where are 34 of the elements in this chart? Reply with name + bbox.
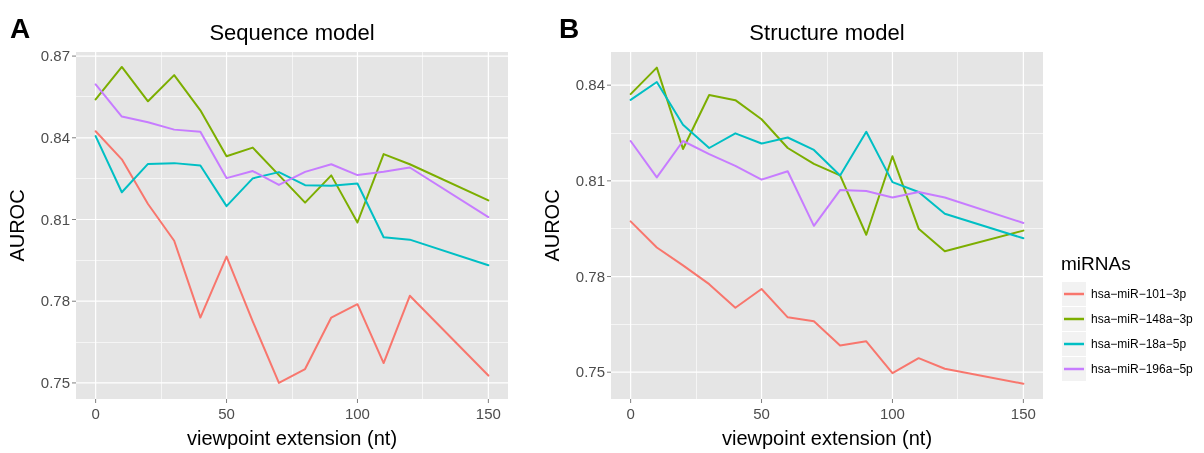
text: A xyxy=(10,13,31,44)
x-tick-label: 0 xyxy=(91,405,100,422)
line-series xyxy=(629,220,1025,385)
x-tick-label: 100 xyxy=(879,405,905,422)
x-axis-title: viewpoint extension (nt) xyxy=(186,427,398,449)
x-tick-label: 50 xyxy=(753,405,770,422)
y-tick-label: 0.78 xyxy=(575,267,605,285)
line-series xyxy=(629,139,1025,227)
text: B xyxy=(559,13,580,44)
legend-label: hsa−miR−18a−5p xyxy=(1091,337,1187,352)
line-series xyxy=(94,130,490,384)
y-tick-label: 0.75 xyxy=(40,374,70,392)
chart-title: Sequence model xyxy=(209,20,375,45)
x-tick-label: 50 xyxy=(218,405,235,422)
legend-title: miRNAs xyxy=(1061,253,1131,274)
legend-label: hsa−miR−101−3p xyxy=(1091,287,1187,302)
y-tick-label: 0.84 xyxy=(40,129,70,147)
y-tick-label: 0.81 xyxy=(575,172,605,190)
y-tick-label: 0.81 xyxy=(40,210,70,228)
y-tick-label: 0.78 xyxy=(40,292,70,310)
chart-title: Structure model xyxy=(749,20,905,45)
x-tick-label: 100 xyxy=(344,405,370,422)
x-tick-label: 150 xyxy=(475,405,501,422)
x-tick-label: 0 xyxy=(626,405,635,422)
y-axis-title: AUROC xyxy=(6,189,28,262)
legend-label: hsa−miR−196a−5p xyxy=(1091,362,1194,377)
y-axis-title: AUROC xyxy=(541,189,563,262)
x-axis-title: viewpoint extension (nt) xyxy=(721,427,933,449)
y-tick-label: 0.84 xyxy=(575,76,605,94)
y-tick-label: 0.87 xyxy=(40,47,70,65)
y-tick-label: 0.75 xyxy=(575,363,605,381)
x-tick-label: 150 xyxy=(1010,405,1036,422)
legend-label: hsa−miR−148a−3p xyxy=(1091,312,1194,327)
line-series xyxy=(94,135,490,267)
